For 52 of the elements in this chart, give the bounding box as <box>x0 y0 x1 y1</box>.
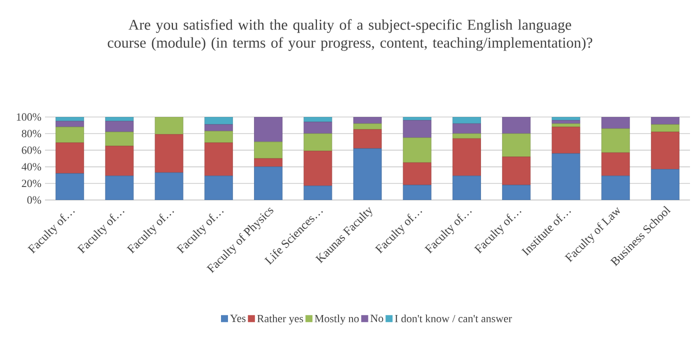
bar <box>304 186 332 200</box>
bar <box>601 117 630 129</box>
legend-label: No <box>370 314 384 322</box>
bar <box>154 117 184 135</box>
bar <box>651 169 680 200</box>
bar <box>254 158 282 167</box>
bar <box>601 152 630 176</box>
bar <box>105 146 134 176</box>
chart-title: Are you satisfied with the quality of a subject-specific English language course (module) (in terms of your progress, content, teaching/implementation)? <box>108 19 592 51</box>
bar <box>304 133 332 152</box>
bar <box>601 128 630 153</box>
legend-label: I don't know / can't answer <box>394 314 512 322</box>
bar <box>651 132 680 170</box>
y-tick-label: 0% <box>27 196 42 204</box>
bar <box>402 184 432 200</box>
bar <box>204 176 233 200</box>
y-tick-label: 100% <box>16 113 42 121</box>
y-tick-label: 80% <box>22 130 42 138</box>
bar <box>452 138 481 176</box>
bar <box>502 133 531 158</box>
bar <box>353 129 382 149</box>
bar <box>353 148 382 200</box>
bar <box>452 176 481 200</box>
bar <box>402 120 432 138</box>
bar <box>402 138 432 163</box>
bar <box>254 166 282 200</box>
y-tick-label: 40% <box>22 163 42 171</box>
bar <box>254 117 282 142</box>
bar <box>502 117 531 134</box>
bar <box>56 173 84 200</box>
bar <box>56 142 84 174</box>
bar <box>552 153 580 200</box>
bar <box>204 130 233 143</box>
bar <box>304 122 332 134</box>
bar <box>254 142 282 159</box>
bar <box>502 156 531 186</box>
bar <box>502 184 531 200</box>
bar <box>601 176 630 200</box>
bar <box>204 142 233 176</box>
y-tick-label: 20% <box>22 180 42 188</box>
bar <box>154 172 184 200</box>
bar <box>154 134 184 173</box>
bar <box>56 126 84 143</box>
bar <box>304 150 332 186</box>
legend-label: Yes <box>230 314 246 322</box>
bar <box>105 176 134 200</box>
bar <box>452 123 481 134</box>
legend-label: Rather yes <box>257 314 304 325</box>
legend-label: Mostly no <box>314 314 359 325</box>
bar <box>552 126 580 154</box>
y-tick-label: 60% <box>22 146 42 154</box>
bar <box>402 162 432 186</box>
